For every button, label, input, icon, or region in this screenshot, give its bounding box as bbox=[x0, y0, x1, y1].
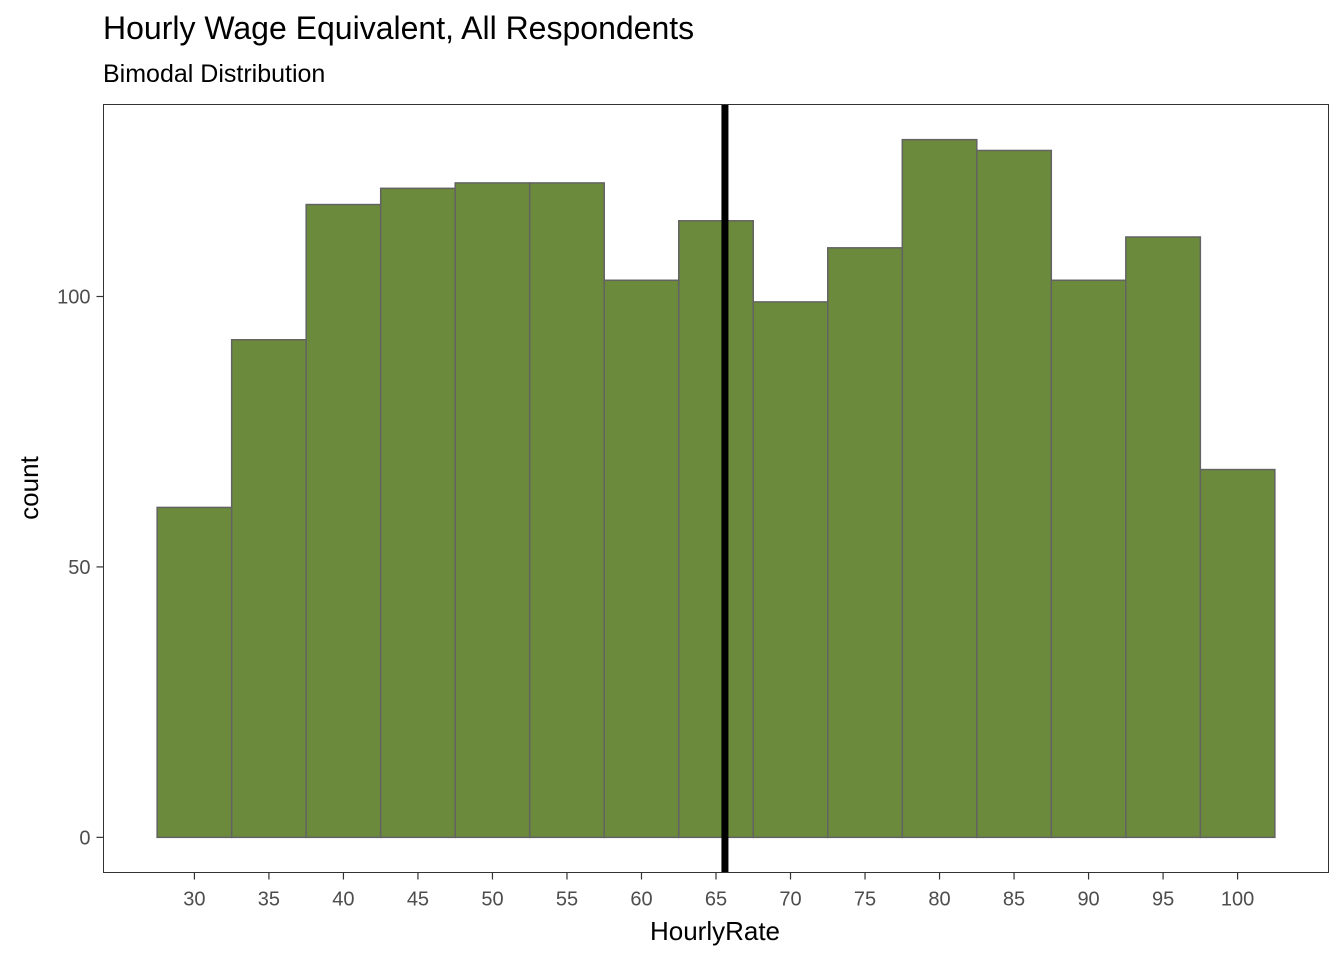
histogram-bar-85 bbox=[976, 149, 1053, 839]
histogram-bar-95 bbox=[1125, 236, 1202, 839]
histogram-bar-60 bbox=[603, 279, 680, 839]
histogram-bar-55 bbox=[528, 182, 605, 839]
histogram-bar-65 bbox=[677, 220, 755, 839]
x-tick-label-75: 75 bbox=[854, 889, 876, 911]
y-tick-label-0: 0 bbox=[79, 827, 90, 849]
x-tick-label-60: 60 bbox=[630, 889, 652, 911]
histogram-bar-50 bbox=[454, 182, 531, 839]
y-tick-label-50: 50 bbox=[68, 557, 90, 579]
histogram-bar-40 bbox=[305, 203, 382, 839]
histogram-bar-75 bbox=[827, 247, 904, 839]
x-tick-label-30: 30 bbox=[183, 889, 205, 911]
x-tick-label-70: 70 bbox=[779, 889, 801, 911]
x-tick-label-40: 40 bbox=[332, 889, 354, 911]
x-tick-label-45: 45 bbox=[407, 889, 429, 911]
chart-subtitle: Bimodal Distribution bbox=[103, 60, 326, 88]
histogram-bar-100 bbox=[1199, 468, 1276, 839]
x-tick-label-80: 80 bbox=[928, 889, 950, 911]
y-tick-label-100: 100 bbox=[57, 287, 90, 309]
x-axis: 30 35 40 45 50 55 60 65 70 75 80 85 90 95 100 bbox=[183, 872, 1254, 911]
x-tick-label-65: 65 bbox=[705, 889, 727, 911]
histogram-bar-35 bbox=[230, 339, 307, 839]
y-axis: 0 50 100 bbox=[57, 287, 104, 849]
bars-layer bbox=[156, 138, 1276, 839]
histogram-bar-80 bbox=[901, 138, 978, 839]
histogram-bar-30 bbox=[156, 506, 233, 839]
x-tick-label-95: 95 bbox=[1152, 889, 1174, 911]
x-tick-label-85: 85 bbox=[1003, 889, 1025, 911]
x-tick-label-50: 50 bbox=[481, 889, 503, 911]
histogram-bar-45 bbox=[379, 187, 456, 839]
histogram-bar-90 bbox=[1050, 279, 1127, 839]
x-tick-label-100: 100 bbox=[1221, 889, 1254, 911]
histogram-bar-70 bbox=[752, 301, 829, 839]
x-axis-title: HourlyRate bbox=[650, 916, 780, 946]
y-axis-title: count bbox=[14, 455, 44, 519]
chart-title: Hourly Wage Equivalent, All Respondents bbox=[103, 10, 695, 46]
x-tick-label-55: 55 bbox=[556, 889, 578, 911]
x-tick-label-90: 90 bbox=[1077, 889, 1099, 911]
x-tick-label-35: 35 bbox=[258, 889, 280, 911]
